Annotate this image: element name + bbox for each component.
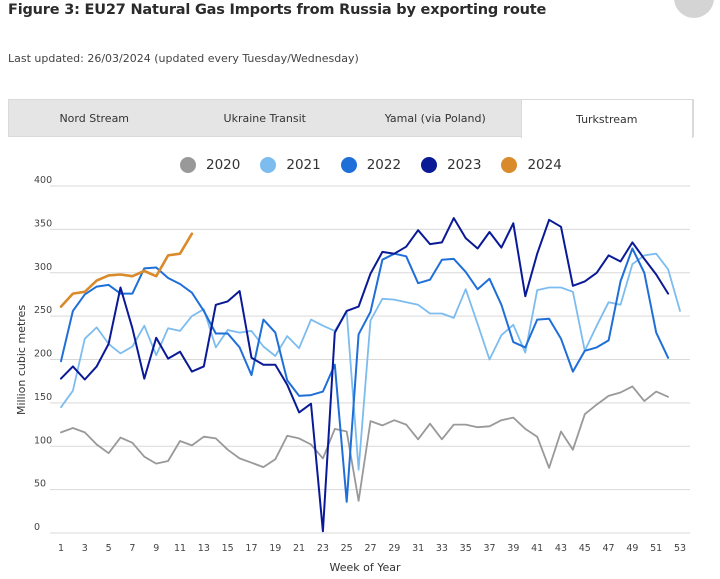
x-tick-label: 33 xyxy=(436,543,448,554)
legend-item-2022[interactable]: 2022 xyxy=(340,157,402,173)
x-tick-label: 49 xyxy=(626,543,638,554)
legend-dot-2024 xyxy=(501,157,518,173)
y-tick-label: 250 xyxy=(34,305,52,316)
x-tick-label: 21 xyxy=(293,543,305,554)
legend-label-2023: 2023 xyxy=(447,157,482,173)
x-tick-label: 17 xyxy=(245,543,257,554)
route-tabs: Nord Stream Ukraine Transit Yamal (via P… xyxy=(8,99,694,138)
tab-turkstream[interactable]: Turkstream xyxy=(520,99,693,138)
x-tick-label: 23 xyxy=(317,543,329,554)
y-tick-label: 300 xyxy=(34,262,52,273)
figure-title: Figure 3: EU27 Natural Gas Imports from … xyxy=(8,2,547,18)
x-tick-label: 3 xyxy=(82,543,88,554)
x-tick-label: 51 xyxy=(650,543,662,554)
x-tick-label: 45 xyxy=(579,543,591,554)
x-tick-label: 1 xyxy=(58,543,64,554)
y-axis-title: Million cubic metres xyxy=(15,305,28,415)
legend-dot-2023 xyxy=(421,157,438,173)
y-tick-label: 350 xyxy=(34,218,52,229)
x-tick-label: 47 xyxy=(603,543,615,554)
y-tick-label: 0 xyxy=(34,522,40,533)
legend-label-2024: 2024 xyxy=(527,157,562,173)
x-tick-label: 35 xyxy=(460,543,472,554)
legend-dot-2021 xyxy=(260,157,277,173)
legend-dot-2020 xyxy=(180,157,196,173)
x-tick-label: 43 xyxy=(555,543,567,554)
legend-item-2021[interactable]: 2021 xyxy=(260,157,321,173)
x-axis-title: Week of Year xyxy=(329,561,400,574)
x-tick-label: 41 xyxy=(531,543,543,554)
x-tick-label: 29 xyxy=(388,543,400,554)
x-tick-label: 7 xyxy=(129,543,135,554)
legend-item-2020[interactable]: 2020 xyxy=(180,157,240,173)
x-tick-label: 31 xyxy=(412,543,424,554)
x-tick-label: 9 xyxy=(153,543,159,554)
series-line-2022 xyxy=(60,247,670,503)
legend-item-2024[interactable]: 2024 xyxy=(501,157,562,173)
tab-ukraine-transit[interactable]: Ukraine Transit xyxy=(223,111,306,125)
legend-label-2021: 2021 xyxy=(286,157,321,173)
legend-label-2022: 2022 xyxy=(366,157,402,173)
x-tick-label: 5 xyxy=(106,543,112,554)
y-tick-label: 400 xyxy=(34,175,52,186)
tab-yamal[interactable]: Yamal (via Poland) xyxy=(384,111,486,125)
y-tick-label: 50 xyxy=(34,479,46,490)
last-updated-text: Last updated: 26/03/2024 (updated every … xyxy=(8,52,359,65)
legend-dot-2022 xyxy=(340,157,357,173)
x-tick-label: 13 xyxy=(198,543,210,554)
x-tick-label: 53 xyxy=(674,543,686,554)
x-tick-label: 15 xyxy=(222,543,234,554)
x-tick-label: 19 xyxy=(269,543,281,554)
legend-label-2020: 2020 xyxy=(206,157,241,173)
series-line-2024 xyxy=(59,232,194,308)
series-line-2020 xyxy=(60,385,669,502)
chart-legend: 2020 2021 2022 2023 2024 xyxy=(180,157,582,173)
x-tick-label: 25 xyxy=(341,543,353,554)
x-tick-label: 11 xyxy=(174,543,186,554)
tab-nord-stream[interactable]: Nord Stream xyxy=(59,111,130,125)
x-tick-label: 37 xyxy=(483,543,495,554)
corner-circle-button[interactable] xyxy=(674,0,714,18)
y-tick-label: 150 xyxy=(34,392,52,403)
series-line-2023 xyxy=(60,217,670,533)
series-line-2021 xyxy=(60,252,681,471)
x-tick-label: 27 xyxy=(364,543,376,554)
y-tick-label: 200 xyxy=(34,349,52,360)
y-tick-label: 100 xyxy=(34,435,52,446)
legend-item-2023[interactable]: 2023 xyxy=(421,157,481,173)
x-tick-label: 39 xyxy=(507,543,519,554)
